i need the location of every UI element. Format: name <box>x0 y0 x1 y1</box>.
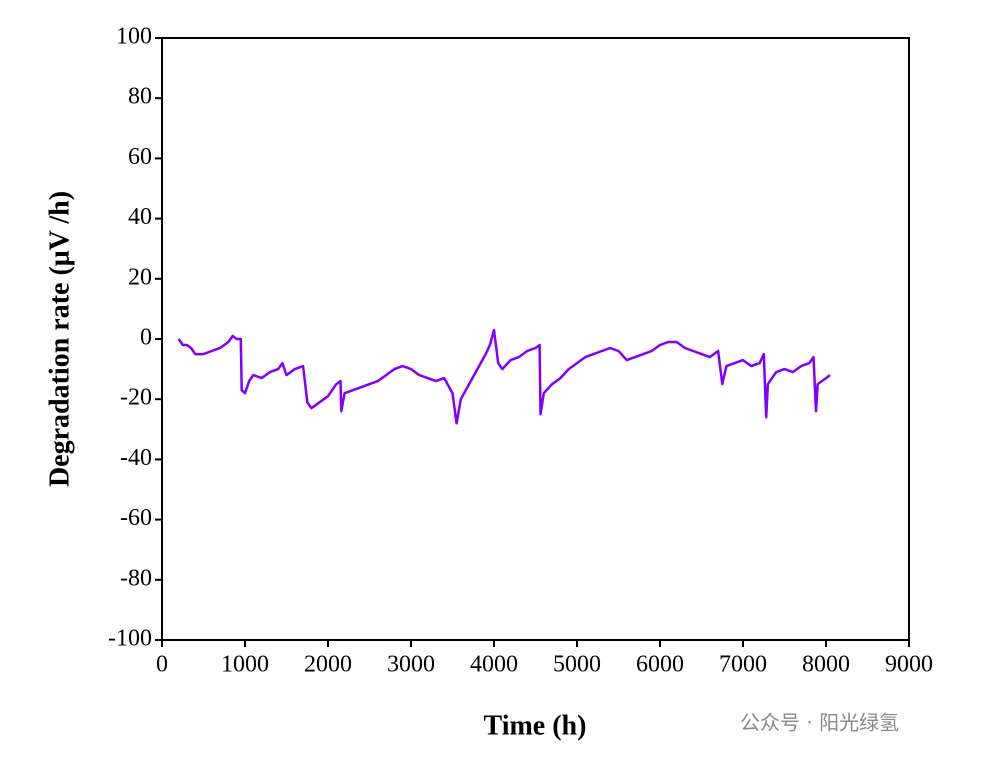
x-axis-label: Time (h) <box>484 710 587 741</box>
x-tick-label: 9000 <box>885 652 933 678</box>
x-tick-label: 5000 <box>553 652 601 678</box>
y-tick-label: 60 <box>128 144 152 170</box>
x-tick-label: 6000 <box>636 652 684 678</box>
y-tick-label: -40 <box>120 445 152 471</box>
watermark: 公众号 · 阳光绿氢 <box>740 711 899 735</box>
x-tick-label: 0 <box>156 652 168 678</box>
x-tick-label: 1000 <box>221 652 269 678</box>
x-tick-label: 2000 <box>304 652 352 678</box>
y-tick-label: 100 <box>116 24 152 50</box>
y-axis-label: Degradation rate (μV /h) <box>44 191 75 487</box>
y-tick-label: 80 <box>128 84 152 110</box>
plot-frame <box>161 37 910 641</box>
y-tick-label: 20 <box>128 264 152 290</box>
y-tick-label: -80 <box>120 565 152 591</box>
x-tick-label: 4000 <box>470 652 518 678</box>
y-tick-label: -100 <box>108 626 152 652</box>
x-tick-label: 7000 <box>719 652 767 678</box>
x-tick-label: 3000 <box>387 652 435 678</box>
y-tick-label: 40 <box>128 204 152 230</box>
data-line <box>177 328 831 425</box>
x-tick-label: 8000 <box>802 652 850 678</box>
y-tick-label: 0 <box>140 325 152 351</box>
y-tick-label: -20 <box>120 385 152 411</box>
y-tick-label: -60 <box>120 505 152 531</box>
